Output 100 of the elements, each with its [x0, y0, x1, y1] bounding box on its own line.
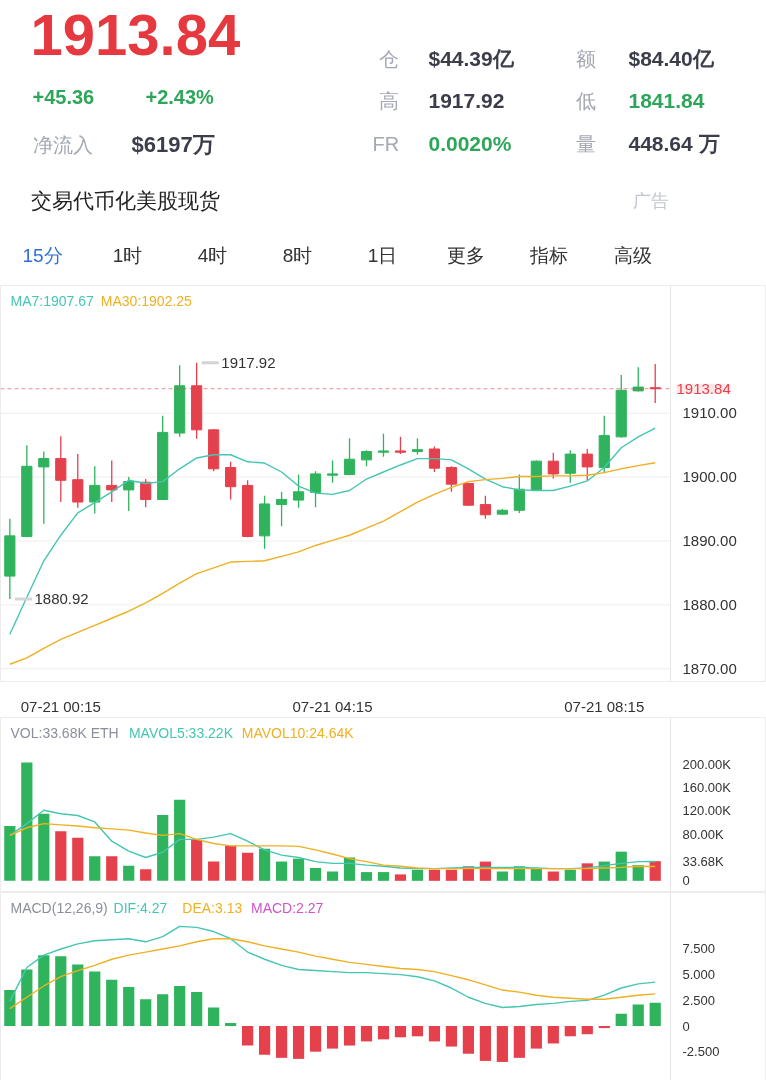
- text: 8时: [282, 245, 313, 266]
- text: MA30:1902.25: [100, 292, 193, 309]
- y-tick-label: 0: [682, 873, 690, 889]
- bar: [649, 861, 661, 881]
- bar: [38, 955, 50, 1027]
- bar: [258, 1026, 271, 1055]
- x-tick-label: 07-21 08:15: [564, 697, 645, 715]
- bar: [377, 872, 390, 881]
- text: MAVOL5:33.22K: [128, 724, 234, 741]
- candlestick: [225, 461, 237, 501]
- candlestick: [275, 491, 288, 527]
- bar: [360, 1026, 373, 1042]
- y-tick-label: 33.68K: [682, 853, 725, 869]
- bar: [343, 1026, 356, 1046]
- candlestick: [343, 437, 356, 476]
- text: 广告: [632, 190, 669, 211]
- candlestick: [564, 449, 576, 484]
- candlestick: [309, 470, 322, 508]
- y-tick-label: -2.500: [682, 1044, 720, 1060]
- text: 仓: [378, 47, 399, 70]
- annotation: 1917.92: [221, 353, 276, 371]
- bar: [140, 999, 152, 1027]
- bar: [309, 868, 322, 881]
- x-tick-label: 07-21 04:15: [292, 697, 373, 715]
- bar: [106, 856, 118, 881]
- bar: [513, 1026, 525, 1058]
- bar: [530, 868, 542, 881]
- bar: [547, 871, 559, 881]
- text: 低: [575, 89, 596, 112]
- series-label: DIF:4.27: [113, 899, 168, 916]
- candlestick: [123, 476, 135, 512]
- text: 交易代币化美股现货: [30, 189, 220, 212]
- bar: [157, 814, 169, 881]
- candlestick: [581, 448, 593, 481]
- text: $84.40亿: [628, 47, 715, 70]
- candlestick: [428, 445, 441, 473]
- y-tick-label: 1900.00: [682, 468, 737, 486]
- y-tick-label: 160.00K: [682, 780, 732, 795]
- y-tick-label: 5.000: [682, 967, 716, 983]
- annotation: 1880.92: [34, 589, 89, 607]
- bar: [292, 858, 305, 881]
- bar: [445, 869, 458, 881]
- bar: [89, 971, 101, 1027]
- bar: [55, 956, 67, 1027]
- bar: [411, 869, 424, 881]
- candlestick: [292, 473, 305, 509]
- text: FR: [372, 132, 400, 155]
- bar: [72, 964, 84, 1027]
- y-tick-label: 1880.00: [682, 595, 737, 613]
- text: 1时: [112, 245, 143, 266]
- text: 指标: [528, 245, 568, 266]
- text: 净流入: [32, 133, 93, 156]
- bar: [242, 852, 254, 881]
- candlestick: [513, 473, 525, 514]
- bar: [649, 1002, 661, 1027]
- bar: [55, 831, 67, 881]
- bar: [564, 869, 576, 881]
- candlestick: [547, 452, 559, 480]
- bar: [496, 1026, 508, 1062]
- text: +45.36: [32, 85, 95, 108]
- text: 额: [575, 47, 596, 70]
- bar: [615, 1013, 627, 1027]
- text: 1841.84: [628, 88, 705, 112]
- bar: [462, 1026, 474, 1054]
- candlestick: [445, 465, 458, 493]
- bar: [123, 865, 135, 881]
- text: +2.43%: [145, 85, 215, 108]
- y-tick-label: 7.500: [682, 941, 716, 957]
- bar: [394, 874, 407, 881]
- candlestick: [38, 450, 50, 525]
- bar: [360, 872, 373, 881]
- text: MAVOL10:24.64K: [241, 724, 355, 741]
- line-series: [9, 822, 656, 870]
- bar: [632, 1004, 644, 1027]
- bar: [208, 1007, 220, 1027]
- y-tick-label: 80.00K: [682, 826, 725, 842]
- bar: [581, 1026, 593, 1035]
- text: 448.64 万: [628, 132, 720, 155]
- y-tick-label: 1890.00: [682, 531, 737, 549]
- y-tick-label: 0: [682, 1018, 690, 1034]
- text: 4时: [197, 245, 228, 266]
- bar: [174, 799, 186, 881]
- text: 高: [378, 89, 399, 112]
- bar: [174, 985, 186, 1027]
- text: $6197万: [131, 132, 215, 157]
- x-tick-label: 07-21 00:15: [20, 697, 101, 715]
- text: 1913.84: [30, 1, 241, 67]
- line-series: [9, 809, 656, 870]
- candlestick: [72, 453, 84, 509]
- candlestick: [106, 459, 118, 503]
- text: $44.39亿: [428, 47, 515, 70]
- bar: [326, 871, 339, 881]
- text: 1917.92: [428, 88, 505, 112]
- bar: [632, 865, 644, 881]
- bar: [275, 1026, 288, 1058]
- bar: [4, 990, 16, 1027]
- text: 0.0020%: [428, 132, 512, 155]
- candlestick: [140, 478, 152, 508]
- text: 更多: [446, 245, 485, 266]
- bar: [191, 992, 203, 1027]
